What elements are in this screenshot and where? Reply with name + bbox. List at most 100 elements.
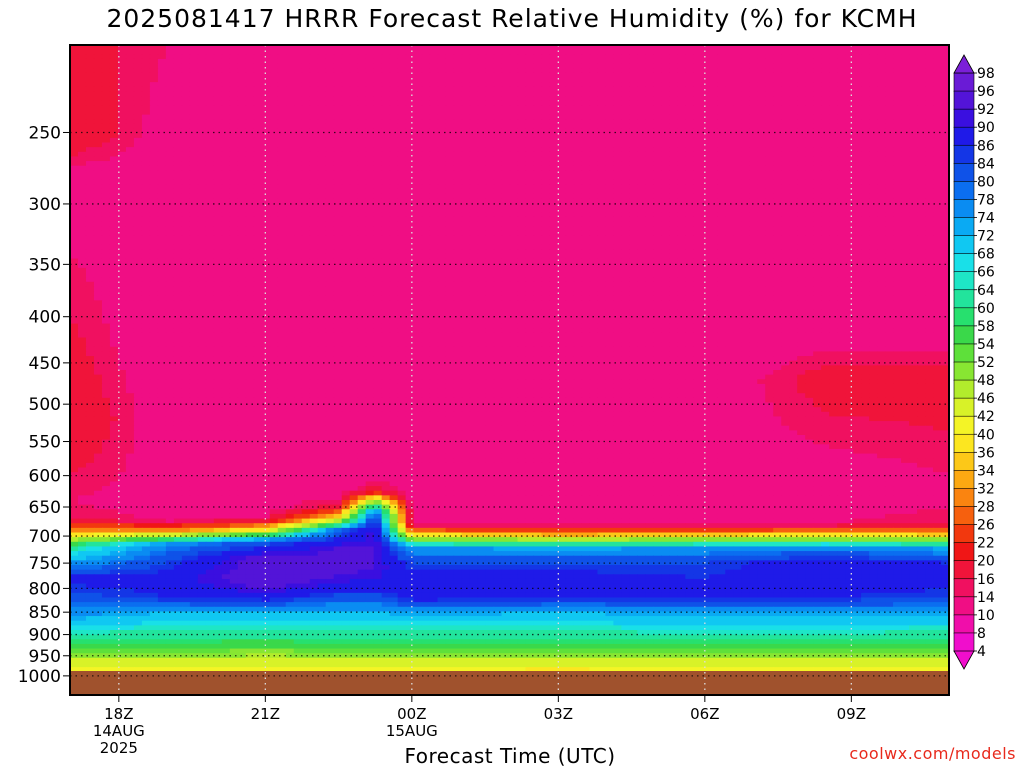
heat-cell [573,77,583,83]
heat-cell [669,221,678,227]
heat-cell [837,45,846,51]
heat-cell [645,175,654,181]
heat-cell [885,188,894,195]
heat-cell [933,82,942,88]
heat-cell [893,161,902,167]
heat-cell [197,110,207,116]
heat-cell [653,114,662,120]
heat-cell [237,45,247,51]
heat-cell [165,128,175,134]
heat-cell [845,142,854,148]
heat-cell [245,253,255,260]
heat-cell [773,128,782,134]
heat-cell [453,226,463,232]
heat-cell [773,235,782,241]
heat-cell [685,77,694,83]
heat-cell [269,137,279,144]
heat-cell [70,105,79,111]
heat-cell [477,63,487,69]
heat-cell [525,161,535,167]
heat-cell [309,63,319,69]
heat-cell [709,244,718,250]
heat-cell [877,165,886,171]
heat-cell [277,240,287,246]
heat-cell [453,77,463,83]
heat-cell [645,110,654,116]
heat-cell [733,170,742,176]
heat-cell [221,226,231,232]
heat-cell [941,216,949,223]
heat-cell [341,202,351,209]
heat-cell [717,96,726,102]
heat-cell [293,110,303,116]
heat-cell [645,147,654,153]
heat-cell [941,110,949,116]
heat-cell [701,133,710,139]
heat-cell [165,184,175,190]
heat-cell [765,128,774,134]
heat-cell [773,179,782,185]
heat-cell [605,72,614,79]
heat-cell [797,212,806,218]
heat-cell [181,105,191,111]
heat-cell [397,198,407,204]
heat-cell [445,249,455,255]
heat-cell [365,207,375,213]
heat-cell [781,110,790,116]
heat-cell [909,54,918,60]
heat-cell [629,142,638,148]
heat-cell [933,147,942,153]
heat-cell [877,179,886,185]
heat-cell [661,202,670,209]
heat-cell [109,119,119,125]
heat-cell [197,137,207,144]
heat-cell [461,170,471,176]
heat-cell [349,45,359,51]
heat-cell [541,114,551,120]
heat-cell [557,165,567,171]
heat-cell [581,114,591,120]
heat-cell [909,151,918,158]
heat-cell [637,133,646,139]
heat-cell [781,63,790,69]
heat-cell [269,202,279,209]
heat-cell [429,128,439,134]
heat-cell [117,198,127,204]
heat-cell [581,179,591,185]
heat-cell [565,235,575,241]
heat-cell [941,226,949,232]
heat-cell [389,105,399,111]
heat-cell [341,170,351,176]
heat-cell [701,170,710,176]
heat-cell [437,179,447,185]
heat-cell [693,188,702,195]
heat-cell [413,105,423,111]
heat-cell [253,137,263,144]
heat-cell [829,114,838,120]
heat-cell [637,202,646,209]
heat-cell [253,161,263,167]
heat-cell [613,216,622,223]
heat-cell [381,110,391,116]
heat-cell [517,63,527,69]
heat-cell [709,142,718,148]
heat-cell [861,184,870,190]
heat-cell [573,156,583,162]
heat-cell [549,184,559,190]
heat-cell [109,142,119,148]
heat-cell [469,226,479,232]
heat-cell [773,77,782,83]
heat-cell [245,230,255,236]
heat-cell [405,156,415,162]
heat-cell [173,249,183,255]
heat-cell [293,58,303,65]
heat-cell [381,72,391,79]
heat-cell [381,137,391,144]
heat-cell [733,244,742,250]
heat-cell [909,128,918,134]
heat-cell [805,58,814,65]
heat-cell [661,151,670,158]
heat-cell [765,202,774,209]
heat-cell [157,137,167,144]
heat-cell [941,45,949,51]
